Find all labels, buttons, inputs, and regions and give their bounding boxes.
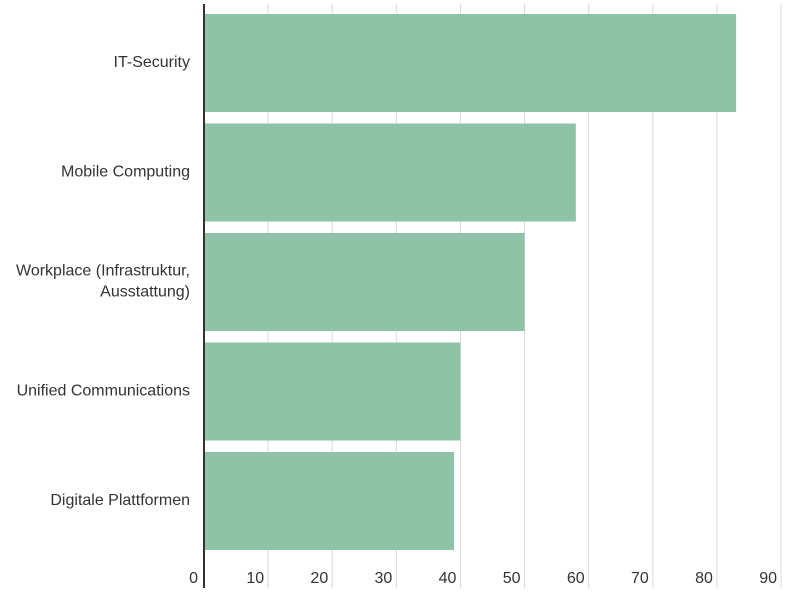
category-label-2: Workplace (Infrastruktur, Ausstattung) — [16, 263, 190, 301]
category-label-0: IT-Security — [114, 54, 190, 71]
category-label-4: Digitale Plattformen — [50, 492, 190, 509]
x-tick-label-80: 80 — [695, 570, 713, 587]
x-tick-label-90: 90 — [759, 570, 777, 587]
bar-2 — [204, 233, 525, 331]
bar-1 — [204, 123, 576, 222]
x-tick-labels: 0 10 20 30 40 50 60 70 80 90 — [189, 570, 777, 587]
x-tick-label-70: 70 — [631, 570, 649, 587]
bar-3 — [204, 342, 461, 441]
bar-4 — [204, 452, 455, 550]
x-tick-label-40: 40 — [439, 570, 457, 587]
bar-0 — [204, 14, 737, 112]
category-label-3: Unified Communications — [17, 383, 190, 400]
category-label-1: Mobile Computing — [61, 164, 190, 181]
x-tick-label-50: 50 — [503, 570, 521, 587]
category-labels: IT-Security Mobile Computing Workplace (In… — [16, 54, 190, 509]
x-tick-label-60: 60 — [567, 570, 585, 587]
x-tick-label-0: 0 — [189, 570, 198, 587]
x-tick-label-30: 30 — [375, 570, 393, 587]
bars — [204, 14, 737, 550]
x-tick-label-10: 10 — [246, 570, 264, 587]
x-tick-label-20: 20 — [310, 570, 328, 587]
